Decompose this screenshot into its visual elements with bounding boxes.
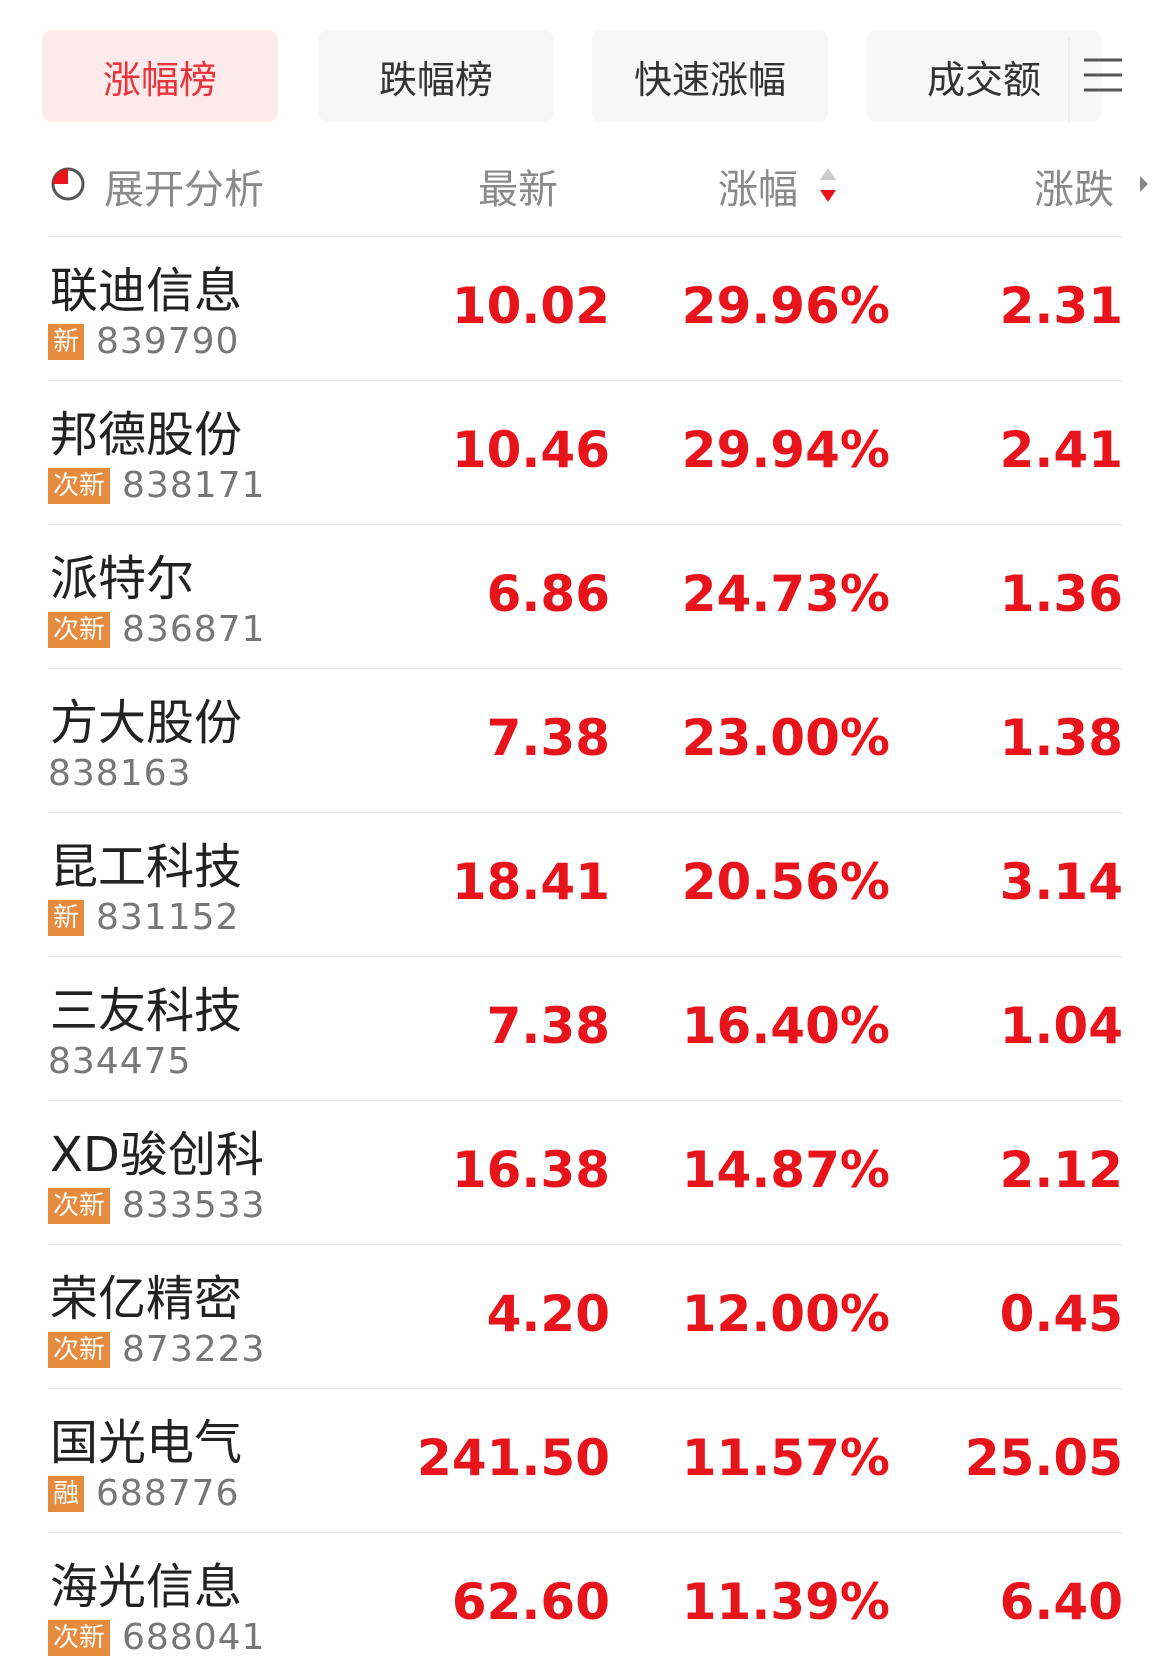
stock-code: 831152: [96, 897, 240, 938]
stock-code: 873223: [122, 1329, 266, 1370]
pct-change: 12.00%: [681, 1285, 890, 1343]
pct-change: 20.56%: [681, 853, 890, 911]
stock-meta: 次新 836871: [48, 609, 265, 650]
stock-tag: 融: [48, 1475, 85, 1512]
price-change: 1.38: [999, 709, 1123, 767]
pct-change: 24.73%: [681, 565, 890, 623]
latest-price: 4.20: [486, 1285, 610, 1343]
pct-change: 14.87%: [681, 1141, 890, 1199]
price-change: 2.41: [999, 421, 1123, 479]
stock-name: 派特尔: [50, 551, 195, 607]
stock-name: 海光信息: [50, 1559, 243, 1615]
stock-row[interactable]: 荣亿精密次新 873223 4.20 12.00% 0.45: [48, 1244, 1123, 1388]
stock-tag: 次新: [48, 467, 111, 504]
latest-price: 7.38: [486, 997, 610, 1055]
latest-price: 16.38: [451, 1141, 610, 1199]
stock-row[interactable]: 国光电气融 688776 241.50 11.57% 25.05: [48, 1388, 1123, 1532]
latest-price: 6.86: [486, 565, 610, 623]
menu-icon[interactable]: [1084, 58, 1122, 92]
stock-meta: 次新 688041: [48, 1617, 265, 1658]
tab[interactable]: 涨幅榜: [42, 30, 278, 122]
stock-code: 688041: [122, 1617, 266, 1658]
tab[interactable]: 快速涨幅: [592, 30, 828, 122]
stock-row[interactable]: 海光信息次新 688041 62.60 11.39% 6.40: [48, 1532, 1123, 1676]
stock-row[interactable]: 派特尔次新 836871 6.86 24.73% 1.36: [48, 524, 1123, 668]
price-change: 2.31: [999, 277, 1123, 335]
latest-price: 62.60: [451, 1573, 610, 1631]
stock-code: 836871: [122, 609, 266, 650]
change-header[interactable]: 涨跌: [1034, 167, 1114, 213]
pct-change: 11.57%: [681, 1429, 890, 1487]
stock-code: 688776: [96, 1473, 240, 1514]
stock-name: 三友科技: [50, 983, 243, 1039]
stock-row[interactable]: 昆工科技新 831152 18.41 20.56% 3.14: [48, 812, 1123, 956]
stock-name: 昆工科技: [50, 839, 243, 895]
stock-name: 邦德股份: [50, 407, 243, 463]
price-change: 25.05: [964, 1429, 1123, 1487]
pct-header[interactable]: 涨幅: [718, 167, 798, 213]
stock-name: 荣亿精密: [50, 1271, 243, 1327]
stock-tag: 新: [48, 899, 85, 936]
stock-code: 839790: [96, 321, 240, 362]
stock-meta: 838163: [48, 753, 191, 794]
stock-name: 联迪信息: [50, 263, 243, 319]
stock-tag: 次新: [48, 1619, 111, 1656]
stock-code: 838171: [122, 465, 266, 506]
stock-meta: 新 839790: [48, 321, 239, 362]
stock-row[interactable]: 三友科技 834475 7.38 16.40% 1.04: [48, 956, 1123, 1100]
tab[interactable]: 跌幅榜: [318, 30, 554, 122]
stock-code: 834475: [48, 1041, 192, 1082]
sort-icon: [820, 168, 836, 202]
latest-header[interactable]: 最新: [478, 167, 558, 213]
pct-change: 29.94%: [681, 421, 890, 479]
price-change: 6.40: [999, 1573, 1123, 1631]
price-change: 2.12: [999, 1141, 1123, 1199]
stock-code: 838163: [48, 753, 192, 794]
stock-name: 国光电气: [50, 1415, 243, 1471]
stock-meta: 次新 833533: [48, 1185, 265, 1226]
pct-change: 11.39%: [681, 1573, 890, 1631]
tab[interactable]: 成交额: [866, 30, 1102, 122]
latest-price: 10.02: [451, 277, 610, 335]
price-change: 3.14: [999, 853, 1123, 911]
stock-meta: 次新 873223: [48, 1329, 265, 1370]
latest-price: 241.50: [417, 1429, 610, 1487]
stock-tag: 次新: [48, 1331, 111, 1368]
more-arrow[interactable]: [1138, 174, 1150, 194]
pct-change: 23.00%: [681, 709, 890, 767]
price-change: 1.04: [999, 997, 1123, 1055]
analysis-button[interactable]: 展开分析: [104, 167, 264, 213]
stock-row[interactable]: 方大股份 838163 7.38 23.00% 1.38: [48, 668, 1123, 812]
stock-name: XD骏创科: [50, 1127, 264, 1183]
pct-change: 29.96%: [681, 277, 890, 335]
stock-meta: 次新 838171: [48, 465, 265, 506]
stock-row[interactable]: XD骏创科次新 833533 16.38 14.87% 2.12: [48, 1100, 1123, 1244]
price-change: 0.45: [999, 1285, 1123, 1343]
stock-row[interactable]: 联迪信息新 839790 10.02 29.96% 2.31: [48, 236, 1123, 380]
latest-price: 10.46: [451, 421, 610, 479]
latest-price: 18.41: [451, 853, 610, 911]
divider: [1068, 38, 1070, 122]
latest-price: 7.38: [486, 709, 610, 767]
stock-code: 833533: [122, 1185, 266, 1226]
stock-meta: 融 688776: [48, 1473, 239, 1514]
stock-meta: 834475: [48, 1041, 191, 1082]
stock-meta: 新 831152: [48, 897, 239, 938]
price-change: 1.36: [999, 565, 1123, 623]
stock-tag: 新: [48, 323, 85, 360]
stock-row[interactable]: 邦德股份次新 838171 10.46 29.94% 2.41: [48, 380, 1123, 524]
analysis-icon[interactable]: [50, 166, 86, 202]
pct-change: 16.40%: [681, 997, 890, 1055]
stock-name: 方大股份: [50, 695, 243, 751]
stock-tag: 次新: [48, 611, 111, 648]
stock-tag: 次新: [48, 1187, 111, 1224]
